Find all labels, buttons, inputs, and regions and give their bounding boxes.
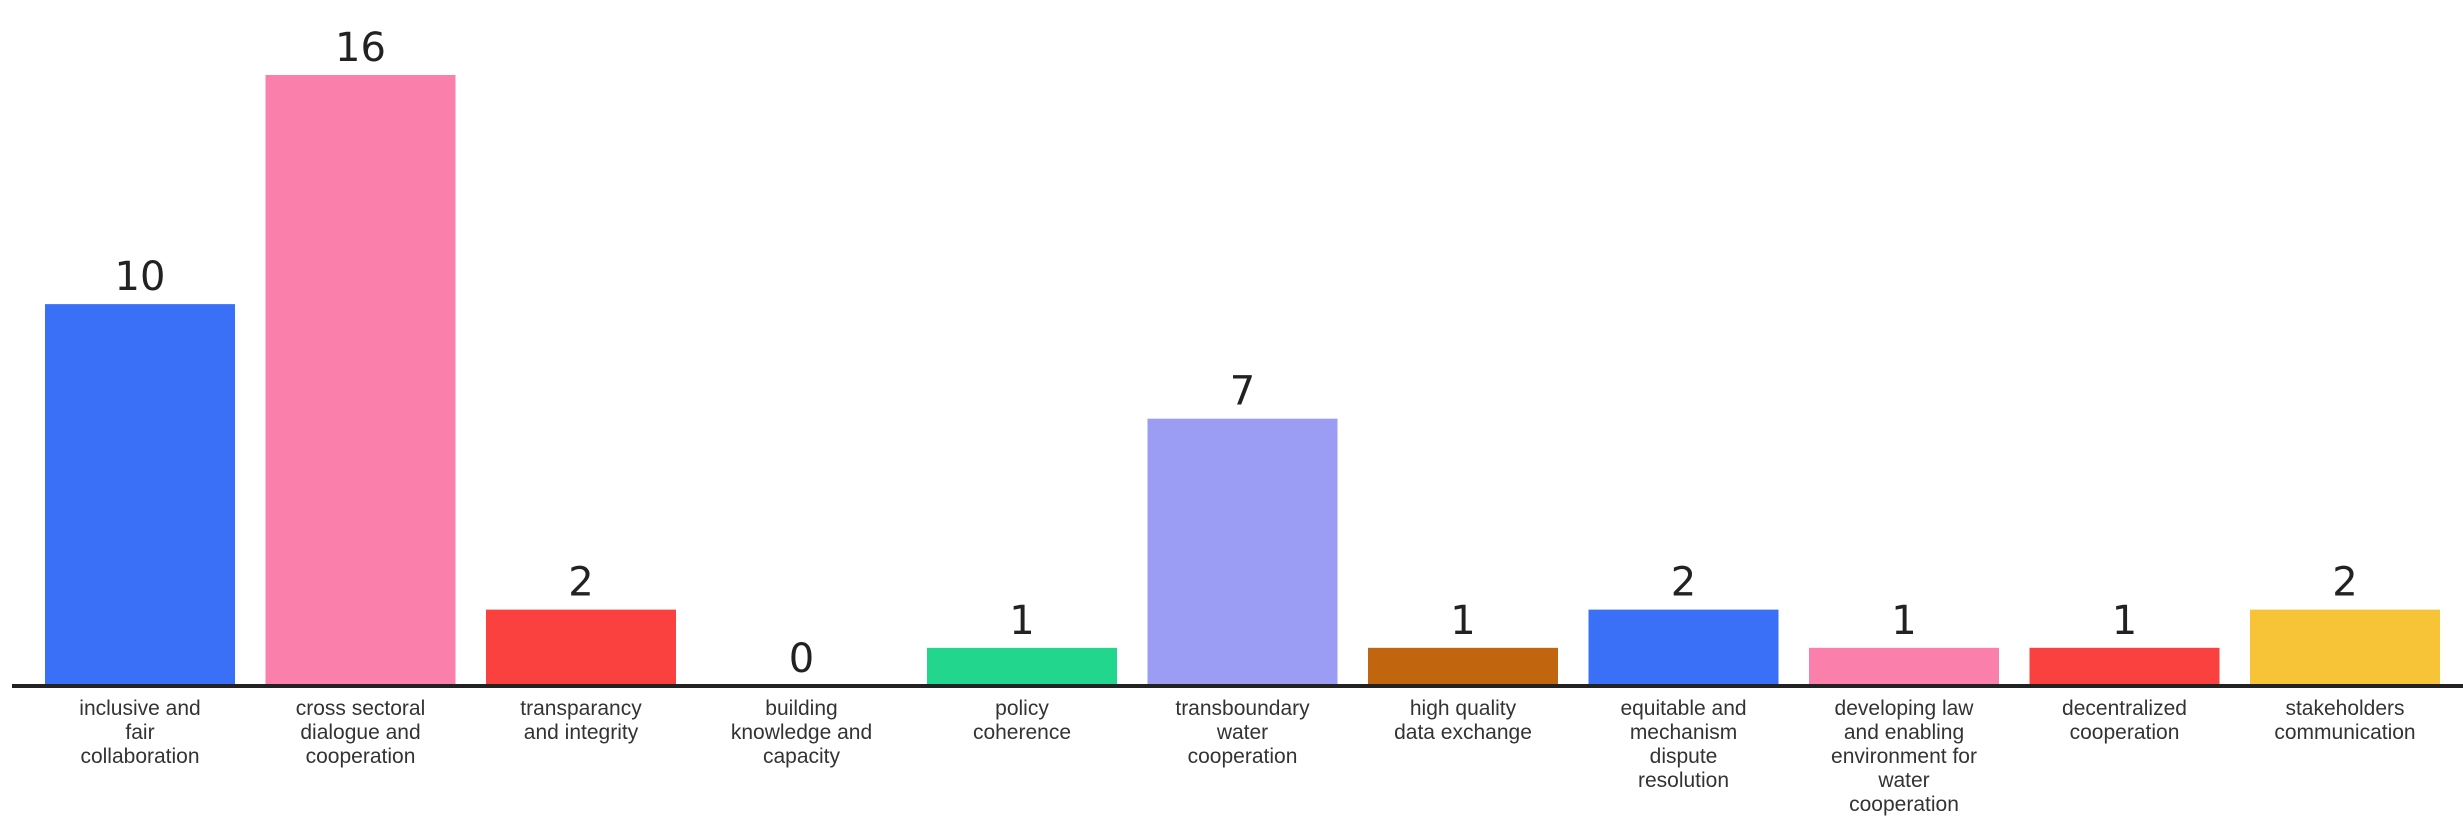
category-label-5: transboundary water cooperation xyxy=(1175,697,1310,768)
category-label-line: data exchange xyxy=(1394,721,1532,744)
category-label-line: equitable and xyxy=(1620,697,1746,720)
bar-10 xyxy=(2250,609,2440,686)
value-label-3: 0 xyxy=(789,636,814,682)
category-labels-group: inclusive and fair collaboration cross sect… xyxy=(79,697,2415,816)
value-label-4: 1 xyxy=(1009,598,1034,644)
category-label-line: resolution xyxy=(1638,769,1729,792)
value-label-7: 2 xyxy=(1671,560,1696,606)
value-label-1: 16 xyxy=(335,25,386,71)
category-label-9: decentralized cooperation xyxy=(2062,697,2187,744)
value-label-5: 7 xyxy=(1230,369,1255,415)
value-label-9: 1 xyxy=(2112,598,2137,644)
category-label-line: dialogue and xyxy=(300,721,420,744)
bar-6 xyxy=(1368,647,1558,686)
category-label-1: cross sectoral dialogue and cooperation xyxy=(296,697,426,768)
bar-8 xyxy=(1809,647,1999,686)
category-label-line: policy xyxy=(995,697,1049,720)
value-label-6: 1 xyxy=(1450,598,1475,644)
category-label-line: cooperation xyxy=(1849,793,1959,816)
category-label-line: environment for xyxy=(1831,745,1977,768)
bar-5 xyxy=(1147,418,1338,686)
category-label-line: capacity xyxy=(763,745,841,768)
bar-1 xyxy=(265,75,456,686)
bars-group xyxy=(45,75,2440,686)
category-label-line: decentralized xyxy=(2062,697,2187,720)
category-label-4: policy coherence xyxy=(973,697,1071,744)
value-label-2: 2 xyxy=(568,560,593,606)
category-label-6: high quality data exchange xyxy=(1394,697,1532,744)
value-labels-group: 10 16 2 0 1 7 1 2 1 1 2 xyxy=(115,25,2358,682)
category-label-0: inclusive and fair collaboration xyxy=(79,697,200,768)
category-label-line: communication xyxy=(2274,721,2415,744)
category-label-2: transparancy and integrity xyxy=(520,697,642,744)
category-label-line: collaboration xyxy=(80,745,199,768)
value-label-10: 2 xyxy=(2332,560,2357,606)
bar-0 xyxy=(45,304,235,686)
category-label-line: cooperation xyxy=(2070,721,2180,744)
category-label-line: fair xyxy=(125,721,154,744)
category-label-3: building knowledge and capacity xyxy=(731,697,872,768)
category-label-line: water xyxy=(1877,769,1929,792)
category-label-line: cooperation xyxy=(1188,745,1298,768)
category-label-line: high quality xyxy=(1410,697,1517,720)
category-label-8: developing law and enabling environment fo… xyxy=(1831,697,1977,816)
category-label-line: and integrity xyxy=(524,721,639,744)
category-label-line: inclusive and xyxy=(79,697,200,720)
category-label-line: transboundary xyxy=(1175,697,1310,720)
bar-4 xyxy=(927,647,1117,686)
category-label-line: developing law xyxy=(1835,697,1975,720)
category-label-10: stakeholders communication xyxy=(2274,697,2415,744)
category-label-line: building xyxy=(765,697,837,720)
category-label-line: transparancy xyxy=(520,697,642,720)
value-label-0: 10 xyxy=(115,254,166,300)
category-label-7: equitable and mechanism dispute resolution xyxy=(1620,697,1746,792)
bar-7 xyxy=(1588,609,1779,686)
category-label-line: water xyxy=(1216,721,1268,744)
category-label-line: cooperation xyxy=(306,745,416,768)
category-label-line: cross sectoral xyxy=(296,697,426,720)
category-label-line: knowledge and xyxy=(731,721,872,744)
category-label-line: and enabling xyxy=(1844,721,1964,744)
category-label-line: coherence xyxy=(973,721,1071,744)
bar-2 xyxy=(486,609,676,686)
category-label-line: stakeholders xyxy=(2285,697,2404,720)
value-label-8: 1 xyxy=(1891,598,1916,644)
category-label-line: mechanism xyxy=(1630,721,1737,744)
bar-9 xyxy=(2029,647,2220,686)
category-label-line: dispute xyxy=(1650,745,1718,768)
